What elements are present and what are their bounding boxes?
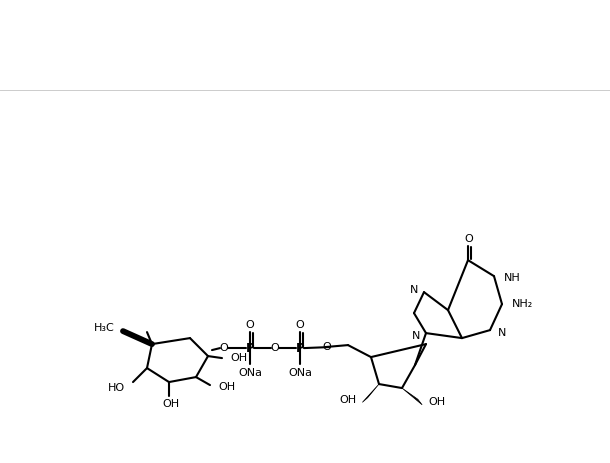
Text: O: O [323, 342, 331, 352]
Text: NH: NH [504, 273, 521, 283]
Text: OH: OH [218, 382, 235, 392]
Text: ONa: ONa [288, 368, 312, 378]
Text: OH: OH [230, 353, 247, 363]
Text: OH: OH [162, 399, 179, 409]
Text: O: O [465, 234, 473, 244]
Text: OH: OH [428, 397, 445, 407]
Text: OH: OH [340, 395, 357, 405]
Text: P: P [296, 342, 304, 355]
Text: NH₂: NH₂ [512, 299, 533, 309]
Text: O: O [246, 320, 254, 330]
Polygon shape [402, 388, 422, 405]
Text: O: O [296, 320, 304, 330]
Text: O: O [271, 343, 279, 353]
Text: N: N [412, 331, 420, 341]
Text: N: N [498, 328, 506, 338]
Text: P: P [246, 342, 254, 355]
Text: N: N [410, 285, 418, 295]
Text: O: O [220, 343, 228, 353]
Polygon shape [362, 384, 379, 402]
Text: H₃C: H₃C [95, 323, 115, 333]
Text: HO: HO [108, 383, 125, 393]
Text: ONa: ONa [238, 368, 262, 378]
